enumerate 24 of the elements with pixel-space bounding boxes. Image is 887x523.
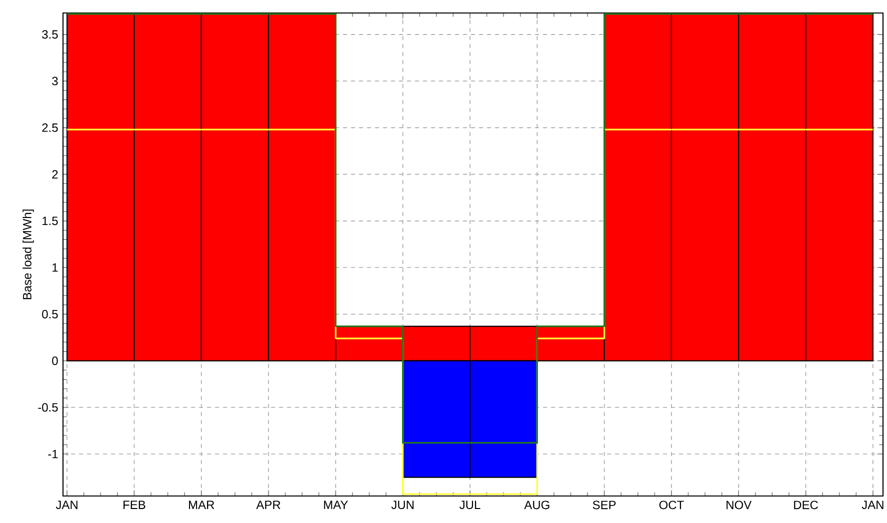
y-tick-label: -1 bbox=[48, 450, 58, 458]
x-tick-label: APR bbox=[256, 500, 280, 509]
y-tick-label: 0 bbox=[52, 356, 58, 366]
y-tick-label: 3.5 bbox=[42, 30, 58, 39]
y-tick-label: 1 bbox=[52, 263, 58, 272]
x-tick-label: JAN bbox=[862, 500, 884, 510]
y-tick-label: 3 bbox=[52, 76, 58, 86]
y-tick-label: 2.5 bbox=[42, 123, 58, 132]
x-tick-label: OCT bbox=[659, 500, 684, 510]
x-tick-label: DEC bbox=[794, 500, 818, 510]
x-tick-label: NOV bbox=[726, 500, 752, 510]
y-tick-label: 1.5 bbox=[42, 216, 58, 226]
y-tick-label: 2 bbox=[52, 170, 58, 178]
x-tick-label: AUG bbox=[524, 500, 550, 510]
y-tick-label: 0.5 bbox=[42, 310, 58, 318]
x-tick-label: FEB bbox=[124, 500, 146, 509]
x-tick-label: JUL bbox=[460, 500, 480, 510]
x-tick-label: JAN bbox=[56, 500, 78, 510]
x-tick-label: MAY bbox=[324, 500, 348, 509]
x-tick-label: JUN bbox=[391, 500, 414, 510]
y-tick-label: -0.5 bbox=[38, 403, 58, 412]
x-tick-label: MAR bbox=[189, 500, 214, 509]
x-tick-label: SEP bbox=[592, 500, 616, 510]
y-axis-title: Base load [MWh] bbox=[22, 210, 34, 300]
